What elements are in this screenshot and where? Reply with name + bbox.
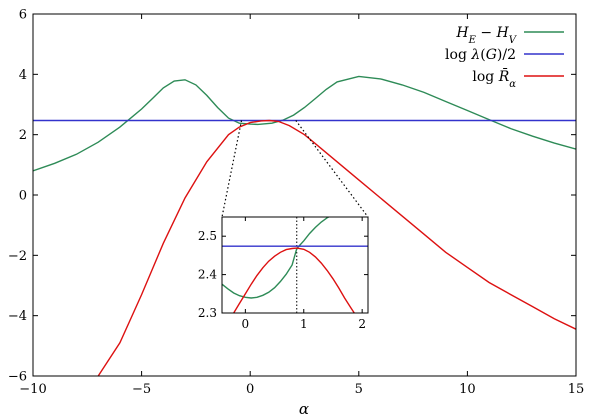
- y-tick-label: 2: [19, 128, 27, 143]
- y-tick-label: −6: [8, 370, 27, 385]
- inset-series-line-0: [222, 217, 331, 299]
- y-tick-label: 4: [19, 68, 27, 83]
- y-axis: −6 −4 −2 0 2 4 6: [8, 8, 576, 385]
- inset-y-tick-label: 2.3: [198, 306, 217, 320]
- x-tick-label: 15: [568, 382, 585, 397]
- x-tick-label: 0: [246, 382, 254, 397]
- y-tick-label: 0: [19, 189, 27, 204]
- inset-frame: [221, 216, 369, 314]
- series-line-2: [97, 119, 576, 376]
- y-tick-label: −2: [8, 249, 27, 264]
- inset-series-line-2: [233, 247, 363, 313]
- legend-label-1: log λ(G)/2: [445, 47, 516, 63]
- inset-y-tick-label: 2.5: [198, 229, 217, 243]
- y-tick-label: −4: [8, 309, 27, 324]
- x-tick-label: −10: [19, 382, 46, 397]
- inset-chart: 0 1 2 2.3 2.4 2.5: [198, 216, 369, 331]
- inset-x-tick-label: 0: [242, 317, 250, 331]
- x-axis: −10 −5 0 5 10 15: [19, 14, 584, 397]
- inset-y-axis: 2.3 2.4 2.5: [198, 229, 368, 320]
- series-line-0: [33, 75, 576, 172]
- main-series-group: [33, 75, 576, 376]
- y-tick-label: 6: [19, 8, 27, 23]
- zoom-line-left: [221, 120, 243, 218]
- inset-x-axis: 0 1 2: [242, 217, 366, 331]
- inset-background: [222, 217, 368, 313]
- inset-x-tick-label: 1: [300, 317, 308, 331]
- inset-y-tick-label: 2.4: [198, 268, 217, 282]
- x-tick-label: −5: [132, 382, 151, 397]
- x-tick-label: 10: [459, 382, 476, 397]
- x-axis-label: α: [299, 400, 309, 418]
- inset-series-group: [222, 217, 368, 313]
- zoom-connector-lines: [221, 120, 369, 218]
- legend-label-0: HE − HV: [455, 25, 517, 46]
- zoom-line-right: [295, 120, 369, 218]
- inset-x-tick-label: 2: [358, 317, 366, 331]
- x-tick-label: 5: [355, 382, 363, 397]
- legend-label-2: log R̄α: [472, 67, 516, 89]
